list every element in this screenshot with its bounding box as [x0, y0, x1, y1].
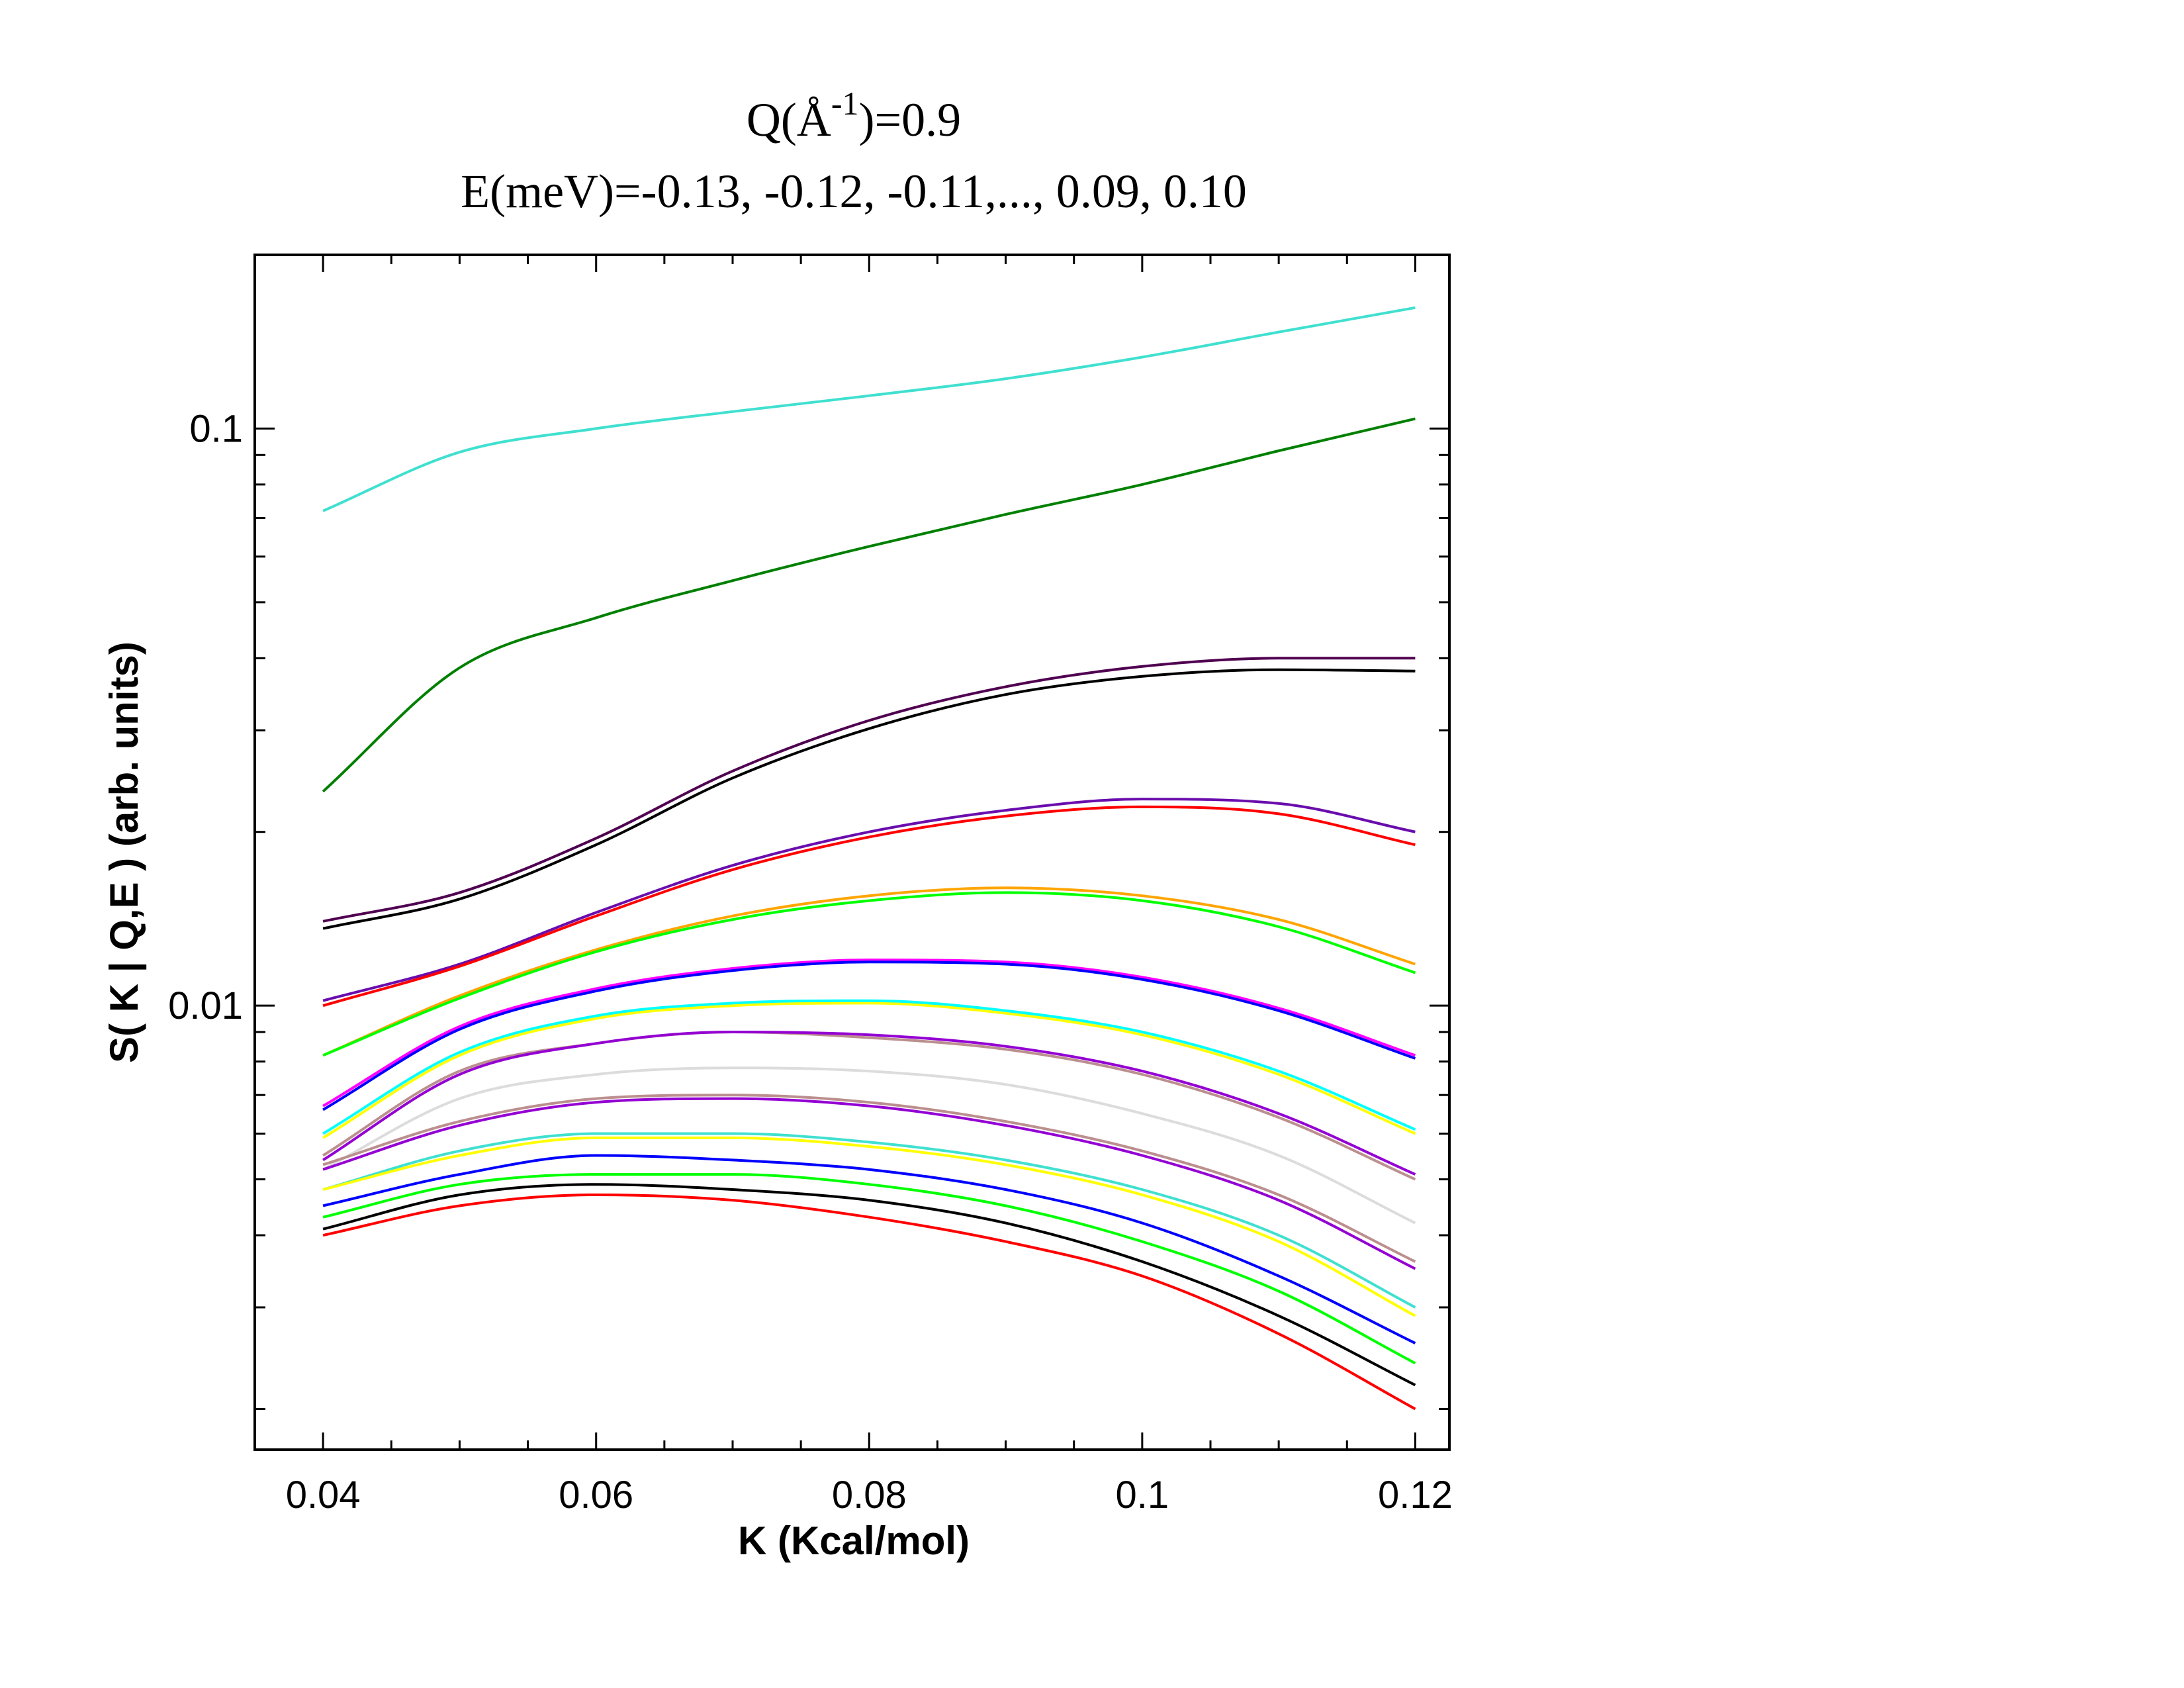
series-layer	[322, 306, 1416, 1411]
series-line-17	[322, 1097, 1416, 1270]
y-tick-label: 0.01	[168, 984, 243, 1027]
y-axis-label: S( K | Q,E ) (arb. units)	[102, 641, 147, 1063]
series-line-2	[322, 417, 1416, 793]
series-line-22	[322, 1183, 1416, 1387]
series-line-11	[322, 1002, 1416, 1139]
axes-layer: 0.04 0.06 0.08 0.1 0.12 0.01 0.1	[168, 254, 1453, 1517]
title-unit-sup: -1	[831, 85, 859, 122]
y-tick-label: 0.1	[189, 407, 243, 450]
x-axis-label: K (Kcal/mol)	[738, 1519, 970, 1563]
series-line-14	[322, 1030, 1416, 1176]
title-suffix: )=0.9	[859, 93, 962, 146]
series-line-9	[322, 959, 1416, 1107]
series-line-15	[322, 1066, 1416, 1225]
x-tick-label: 0.08	[832, 1474, 907, 1517]
series-line-18	[322, 1132, 1416, 1309]
series-line-12	[322, 999, 1416, 1135]
x-tick-label: 0.12	[1378, 1474, 1453, 1517]
series-line-10	[322, 961, 1416, 1111]
series-line-6	[322, 805, 1416, 1008]
series-line-13	[322, 1030, 1416, 1181]
chart-title-line-2: E(meV)=-0.13, -0.12, -0.11,..., 0.09, 0.…	[461, 165, 1247, 218]
series-line-5	[322, 798, 1416, 1002]
series-line-1	[322, 306, 1416, 512]
series-line-7	[322, 886, 1416, 1057]
plot-frame	[253, 254, 1451, 1451]
x-tick-label: 0.1	[1116, 1474, 1169, 1517]
title-unit-base: Å	[797, 93, 831, 146]
series-line-8	[322, 891, 1416, 1057]
series-line-16	[322, 1094, 1416, 1263]
title-prefix: Q(	[747, 93, 797, 146]
series-line-4	[322, 668, 1416, 930]
series-line-21	[322, 1173, 1416, 1365]
x-tick-label: 0.04	[286, 1474, 361, 1517]
series-line-19	[322, 1136, 1416, 1317]
x-tick-label: 0.06	[559, 1474, 633, 1517]
series-line-3	[322, 657, 1416, 923]
chart-title-line-1: Q(Å-1)=0.9	[747, 85, 961, 146]
series-line-23	[322, 1193, 1416, 1411]
series-line-20	[322, 1154, 1416, 1344]
